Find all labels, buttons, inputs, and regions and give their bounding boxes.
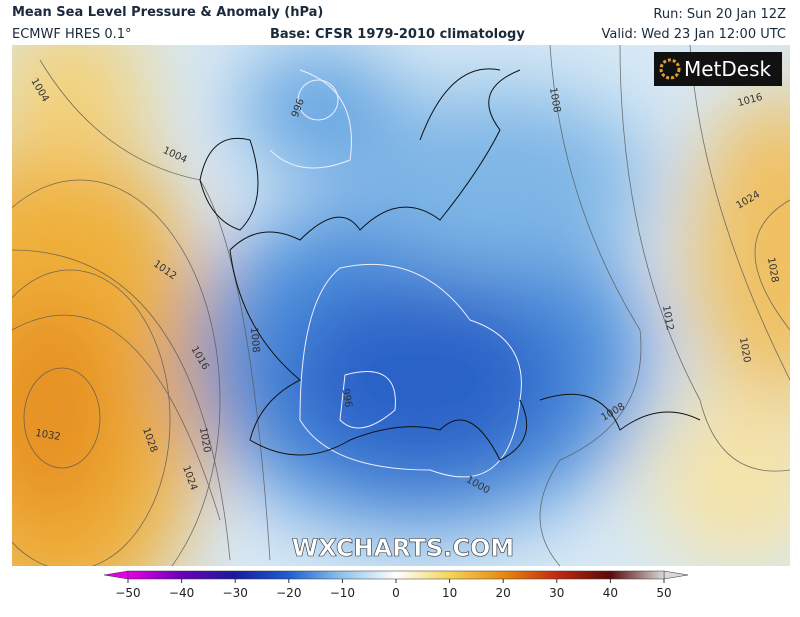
base: Base: CFSR 1979-2010 climatology bbox=[270, 27, 525, 42]
valid: Valid: Wed 23 Jan 12:00 UTC bbox=[601, 27, 786, 42]
colorbar-tick-label: −40 bbox=[169, 586, 194, 600]
colorbar-tick-label: −10 bbox=[330, 586, 355, 600]
colorbar-tick-label: −30 bbox=[223, 586, 248, 600]
isobar-label: 1008 bbox=[547, 87, 562, 114]
run: Run: Sun 20 Jan 12Z bbox=[653, 7, 786, 22]
isobar-label: 996 bbox=[339, 388, 353, 409]
watermark: WXCHARTS.COM bbox=[292, 534, 514, 562]
colorbar-tick-label: 20 bbox=[496, 586, 511, 600]
title: Mean Sea Level Pressure & Anomaly (hPa) bbox=[12, 5, 323, 20]
colorbar-tick-label: 40 bbox=[603, 586, 618, 600]
logo-box bbox=[654, 52, 782, 86]
isobar-label: 1008 bbox=[248, 327, 261, 353]
isobar-label: 1032 bbox=[34, 428, 61, 443]
isobar-label: 1020 bbox=[737, 337, 752, 364]
colorbar-arrow-right bbox=[663, 570, 689, 580]
logo: MetDesk bbox=[684, 57, 772, 81]
colorbar-tick-label: −50 bbox=[115, 586, 140, 600]
isobar-label: 1012 bbox=[660, 305, 675, 332]
colorbar-arrow-left bbox=[103, 570, 129, 580]
colorbar-bar bbox=[127, 570, 665, 580]
isobar-label: 1020 bbox=[197, 427, 212, 454]
colorbar-tick-label: 50 bbox=[656, 586, 671, 600]
colorbar-tick-label: 0 bbox=[392, 586, 400, 600]
colorbar-tick-label: 10 bbox=[442, 586, 457, 600]
logo-icon bbox=[659, 58, 681, 80]
isobar-label: 1028 bbox=[765, 257, 780, 284]
colorbar: −50 −40 −30 −20 −10 0 10 20 30 40 50 bbox=[103, 570, 689, 600]
colorbar-tick-label: −20 bbox=[276, 586, 301, 600]
colorbar-tick-label: 30 bbox=[549, 586, 564, 600]
model: ECMWF HRES 0.1° bbox=[12, 27, 132, 42]
map bbox=[12, 45, 790, 566]
